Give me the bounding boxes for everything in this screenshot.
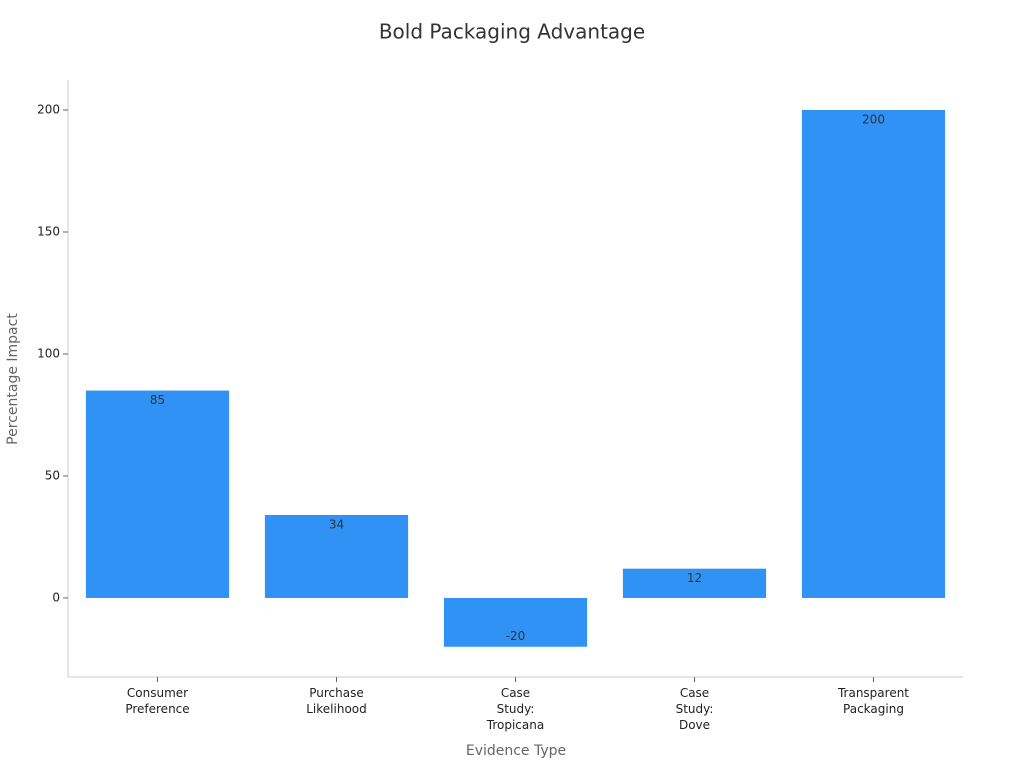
y-axis-title: Percentage Impact <box>5 313 21 445</box>
y-tick-label: 150 <box>37 224 60 238</box>
value-label: 85 <box>150 393 165 407</box>
bar <box>622 568 767 598</box>
x-tick-label: Case Study: Dove <box>676 686 714 732</box>
x-tick-label: Case Study: Tropicana <box>486 686 544 732</box>
y-tick-label: 50 <box>45 468 60 482</box>
bar <box>801 110 946 598</box>
y-tick-label: 100 <box>37 346 60 360</box>
x-tick-label: Transparent Packaging <box>837 686 909 716</box>
value-label: 34 <box>329 518 344 532</box>
x-tick-label: Consumer Preference <box>125 686 189 716</box>
y-tick-label: 200 <box>37 103 60 117</box>
bar <box>85 390 230 598</box>
value-label: 12 <box>687 571 702 585</box>
chart-title: Bold Packaging Advantage <box>379 20 645 44</box>
x-axis-title: Evidence Type <box>466 743 566 759</box>
value-label: 200 <box>862 113 885 127</box>
bar <box>443 597 588 647</box>
y-tick-label: 0 <box>52 590 60 604</box>
value-label: -20 <box>506 629 526 643</box>
bar <box>264 515 409 598</box>
x-tick-label: Purchase Likelihood <box>306 686 367 716</box>
